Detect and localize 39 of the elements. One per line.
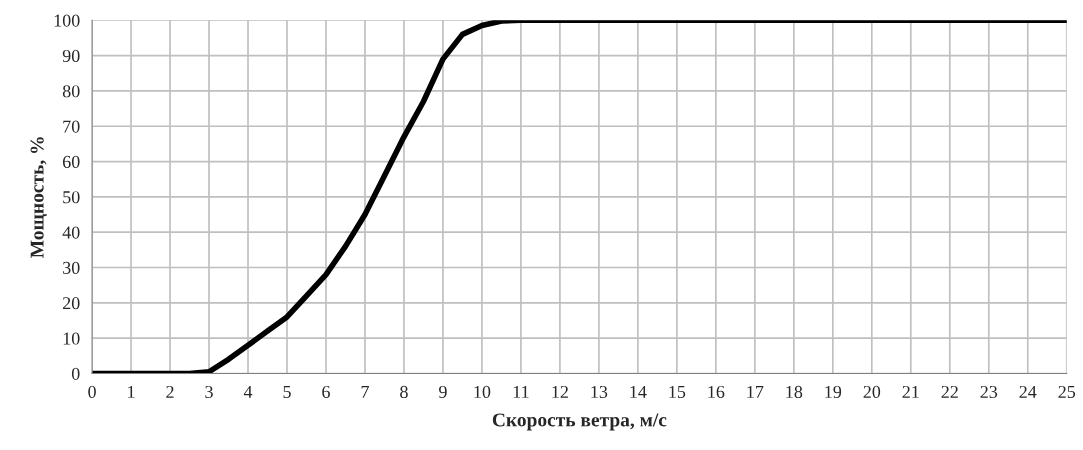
y-tick-label: 30 <box>63 261 80 274</box>
x-tick-label: 8 <box>400 385 408 399</box>
x-axis-title: Скорость ветра, м/с <box>492 413 667 431</box>
x-tick-label: 13 <box>591 385 608 399</box>
x-tick-label: 7 <box>361 386 369 398</box>
x-tick-label: 18 <box>786 385 803 399</box>
x-tick-label: 16 <box>708 385 725 399</box>
x-tick-label: 25 <box>1058 385 1076 399</box>
x-tick-label: 0 <box>88 385 96 399</box>
y-tick-label: 70 <box>63 120 80 133</box>
x-tick-label: 15 <box>669 385 686 399</box>
y-tick-label: 60 <box>62 155 80 168</box>
y-tick-label: 40 <box>62 226 80 239</box>
x-tick-label: 2 <box>166 385 174 398</box>
y-tick-label: 80 <box>62 85 80 98</box>
y-tick-label: 0 <box>71 367 80 380</box>
x-tick-label: 24 <box>1019 385 1037 398</box>
x-tick-label: 21 <box>902 385 919 398</box>
y-axis-title: Мощность, % <box>30 137 47 258</box>
x-tick-label: 5 <box>283 386 291 399</box>
x-tick-label: 10 <box>474 385 491 399</box>
x-tick-label: 22 <box>941 385 958 398</box>
x-tick-label: 3 <box>205 385 213 399</box>
x-tick-label: 6 <box>322 385 330 399</box>
x-tick-label: 11 <box>513 385 529 398</box>
x-tick-label: 9 <box>439 385 447 399</box>
x-tick-label: 19 <box>825 385 842 399</box>
x-tick-label: 1 <box>128 385 135 398</box>
x-tick-label: 4 <box>243 385 253 398</box>
y-tick-label: 90 <box>62 49 80 63</box>
x-tick-label: 23 <box>980 385 998 399</box>
x-tick-label: 14 <box>630 385 647 398</box>
x-tick-label: 20 <box>863 385 881 399</box>
y-tick-label: 10 <box>63 332 80 345</box>
y-tick-label: 50 <box>63 191 80 204</box>
y-tick-label: 100 <box>54 14 80 27</box>
y-tick-label: 20 <box>62 297 80 310</box>
x-tick-label: 17 <box>747 385 764 398</box>
x-tick-label: 12 <box>552 385 568 398</box>
